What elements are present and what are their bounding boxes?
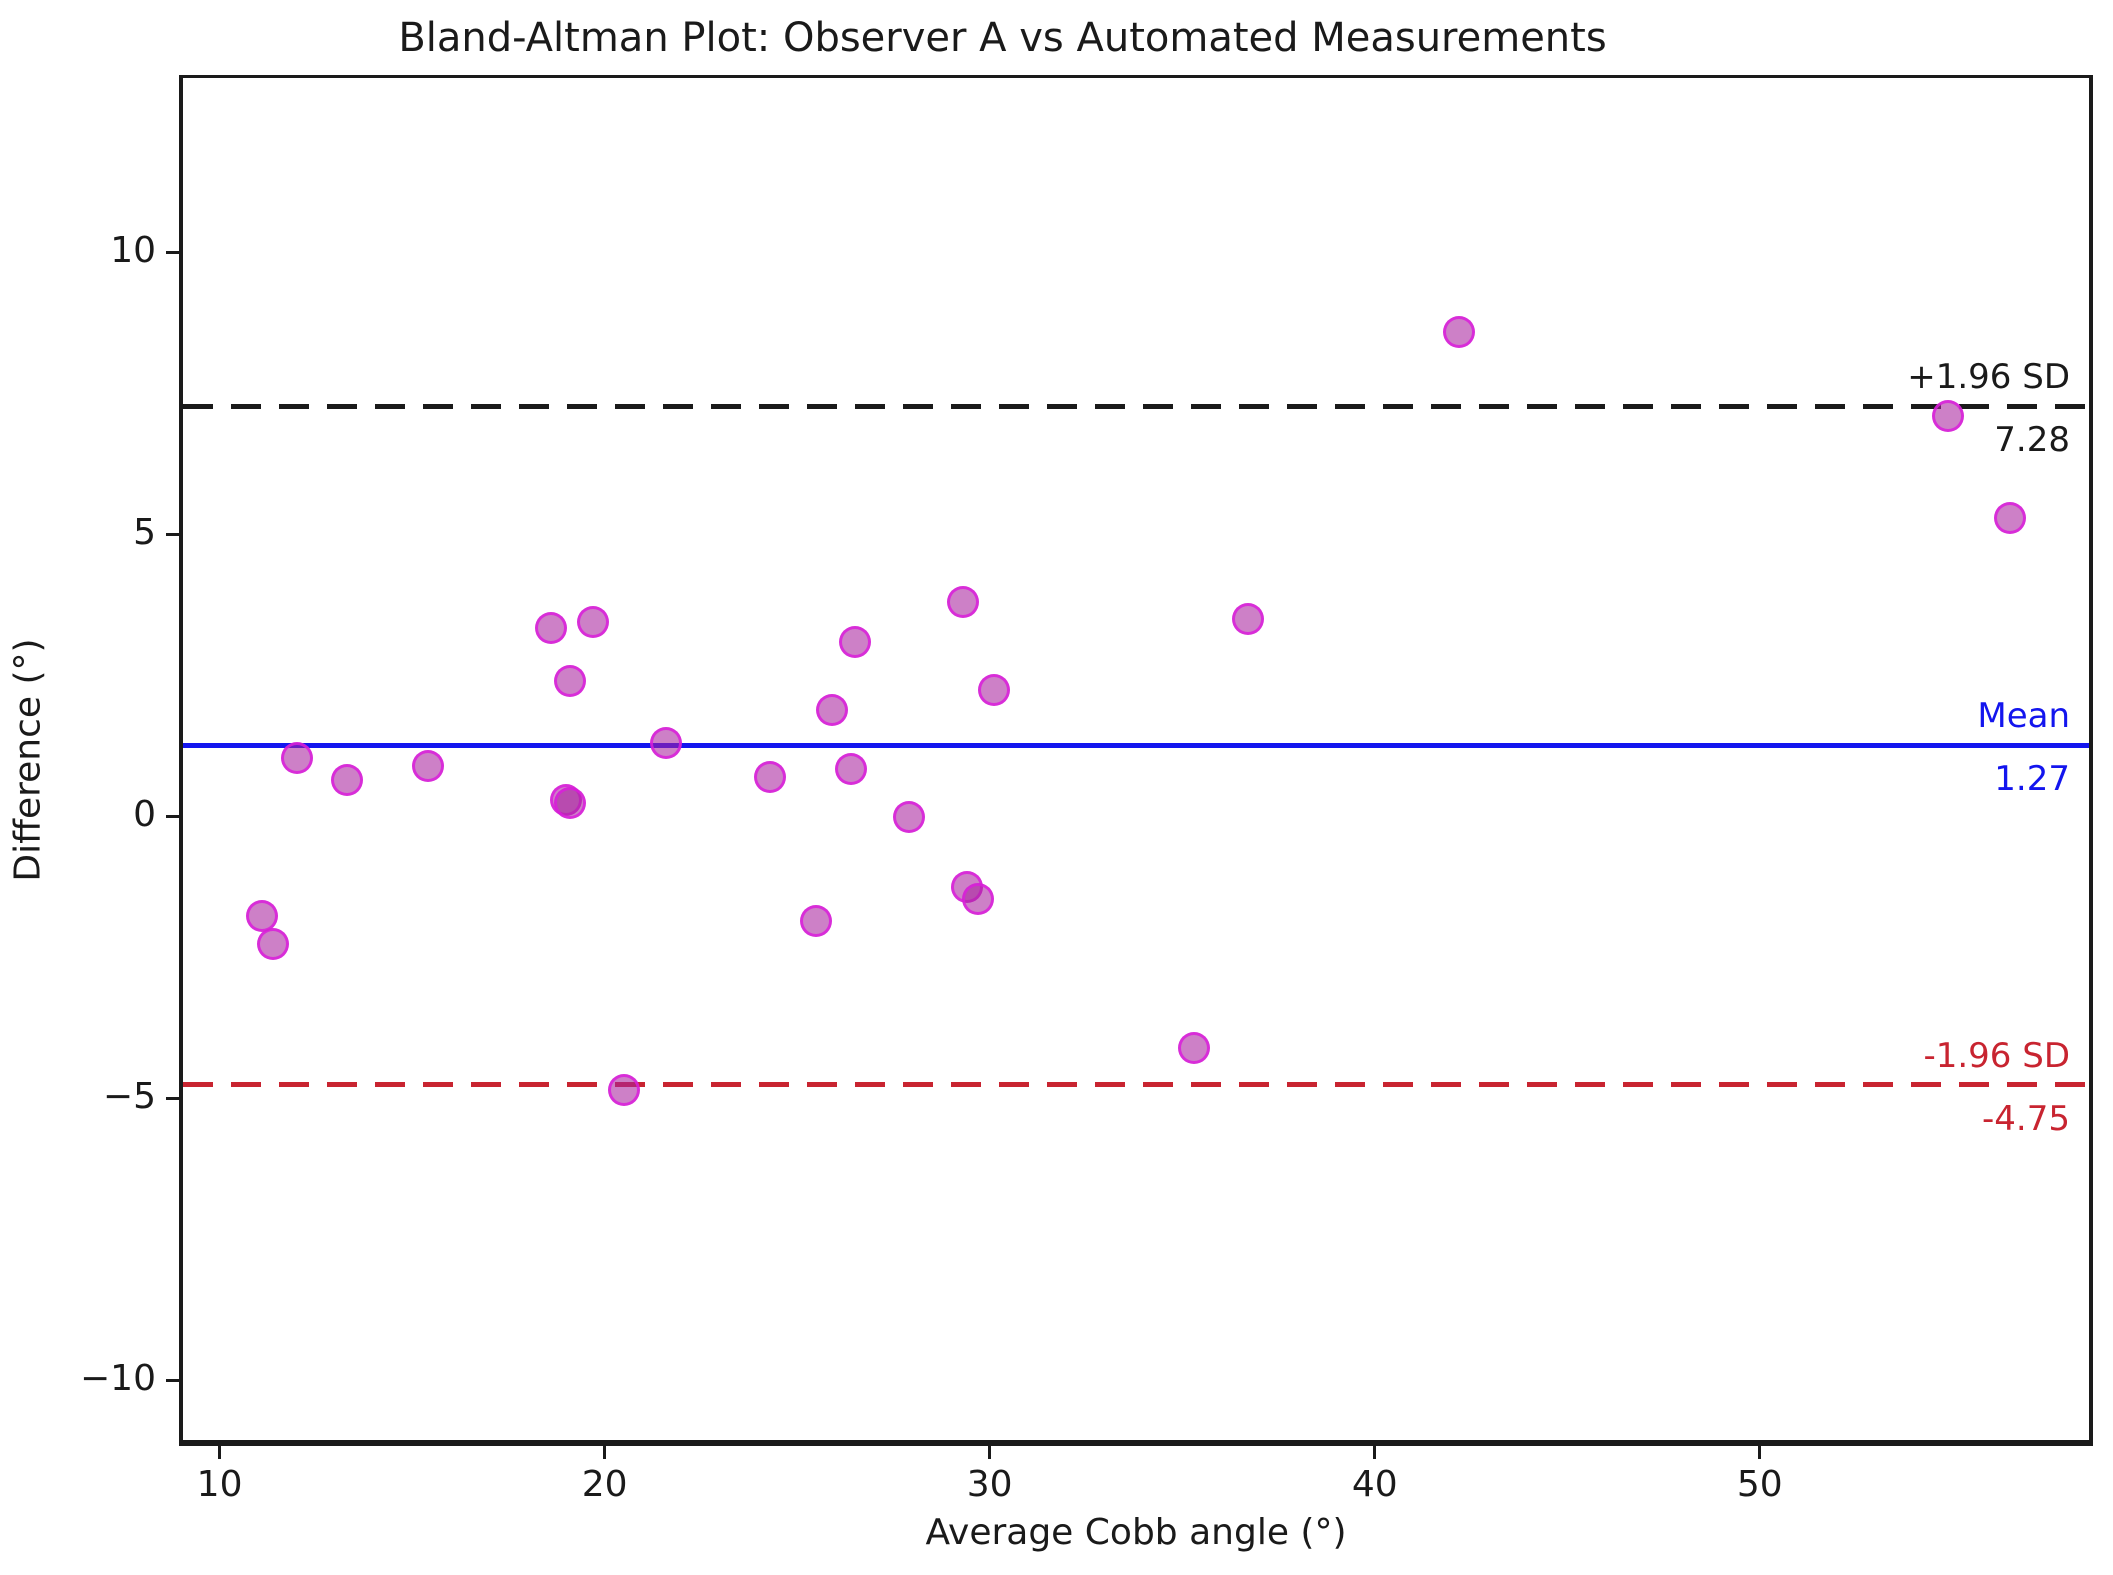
chart-title: Bland-Altman Plot: Observer A vs Automat… [398,15,1607,61]
data-point [1443,315,1476,348]
data-point [1994,501,2027,534]
data-point [1932,400,1965,433]
y-tick-mark [166,1379,179,1383]
lower-limit-of-agreement-label: -1.96 SD [1923,1035,2070,1076]
plot-area [179,75,2093,1446]
data-point [754,761,787,794]
data-point [553,786,586,819]
y-tick-label: 10 [110,229,156,271]
data-point [245,899,278,932]
lower-limit-of-agreement-value: -4.75 [1982,1098,2070,1139]
y-tick-label: 5 [133,511,156,553]
upper-limit-of-agreement-value: 7.28 [1994,420,2070,461]
x-tick-label: 20 [581,1464,628,1505]
y-tick-label: −10 [80,1357,156,1399]
y-tick-mark [166,533,179,537]
x-tick-mark [218,1446,222,1459]
data-point [892,800,925,833]
data-point [946,586,979,619]
mean-difference-value: 1.27 [1994,759,2070,800]
x-tick-mark [603,1446,607,1459]
mean-difference-label: Mean [1977,696,2070,737]
lower-limit-of-agreement-line [183,1082,2089,1088]
data-point [534,611,567,644]
y-tick-mark [166,815,179,819]
data-point [257,927,290,960]
data-point [962,882,995,915]
y-tick-label: 0 [133,793,156,835]
y-axis-label: Difference (°) [7,638,49,882]
y-tick-mark [166,251,179,255]
data-point [1231,603,1264,636]
data-point [607,1074,640,1107]
x-tick-label: 40 [1351,1464,1398,1505]
y-tick-label: −5 [102,1075,156,1117]
x-tick-label: 50 [1736,1464,1783,1505]
data-point [838,625,871,658]
data-point [650,727,683,760]
y-tick-mark [166,1097,179,1101]
data-point [835,752,868,785]
data-point [577,606,610,639]
x-tick-label: 10 [196,1464,243,1505]
upper-limit-of-agreement-line [183,403,2089,409]
x-tick-label: 30 [966,1464,1013,1505]
data-point [1177,1032,1210,1065]
data-point [411,750,444,783]
x-tick-mark [988,1446,992,1459]
data-point [553,665,586,698]
data-point [977,673,1010,706]
data-point [800,905,833,938]
data-point [330,764,363,797]
x-tick-mark [1758,1446,1762,1459]
x-axis-label: Average Cobb angle (°) [925,1512,1347,1553]
data-point [815,693,848,726]
data-point [280,741,313,774]
upper-limit-of-agreement-label: +1.96 SD [1907,357,2070,398]
mean-difference-line [183,742,2089,748]
x-tick-mark [1373,1446,1377,1459]
